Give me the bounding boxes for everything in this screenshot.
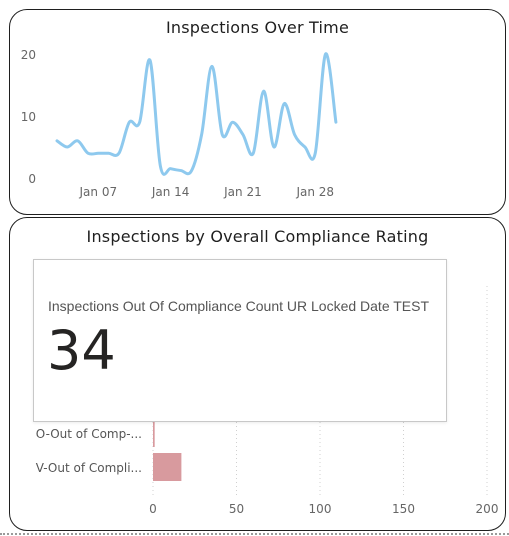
x-tick-label: Jan 28 (295, 185, 334, 199)
page-bottom-divider (0, 533, 509, 535)
x-tick-label: Jan 14 (151, 185, 190, 199)
kpi-value: 34 (47, 319, 116, 382)
x-tick-label: 0 (149, 502, 157, 516)
x-tick-label: 200 (476, 502, 499, 516)
kpi-card[interactable]: Inspections Out Of Compliance Count UR L… (33, 259, 447, 422)
inspections-over-time-card[interactable]: Inspections Over Time 0 10 20 Jan 07 Jan 14 J… (9, 9, 506, 215)
compliance-bar[interactable] (153, 453, 182, 481)
compliance-bar[interactable] (153, 419, 155, 447)
inspections-series-line[interactable] (55, 52, 338, 176)
x-tick-label: Jan 21 (223, 185, 262, 199)
kpi-label: Inspections Out Of Compliance Count UR L… (48, 298, 430, 314)
compliance-rating-card[interactable]: Inspections by Overall Compliance Rating… (9, 217, 506, 531)
category-label: V-Out of Compli... (36, 461, 142, 475)
compliance-bar-chart[interactable]: 0 50 100 150 200 O-Out of Comp-... V-Out of Co… (10, 218, 506, 531)
x-tick-label: 100 (309, 502, 332, 516)
y-tick-label: 0 (28, 172, 36, 186)
inspections-line-chart[interactable]: 0 10 20 Jan 07 Jan 14 Jan 21 Jan 28 (10, 10, 507, 216)
line-chart-title: Inspections Over Time (166, 18, 349, 37)
x-tick-label: Jan 07 (79, 185, 118, 199)
x-tick-label: 150 (392, 502, 415, 516)
category-label: O-Out of Comp-... (36, 427, 142, 441)
x-tick-label: 50 (229, 502, 244, 516)
y-tick-label: 10 (21, 110, 36, 124)
y-tick-label: 20 (21, 48, 36, 62)
bar-chart-title: Inspections by Overall Compliance Rating (86, 227, 429, 246)
